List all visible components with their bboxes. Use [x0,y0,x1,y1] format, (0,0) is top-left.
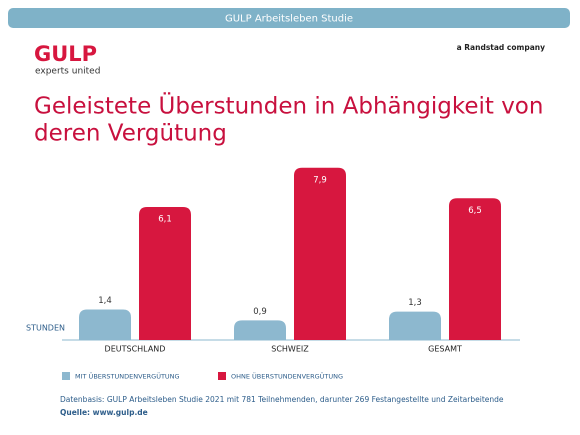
x-tick-label: SCHWEIZ [271,345,309,354]
value-label: 1,3 [408,298,422,308]
value-label: 1,4 [98,296,112,306]
company: a Randstad company [457,43,545,52]
banner [8,8,570,28]
value-label: 6,1 [158,215,172,225]
legend-label: OHNE ÜBERSTUNDENVERGÜTUNG [231,372,343,381]
bar [79,309,131,340]
tagline: experts united [35,67,100,77]
value-label: 0,9 [253,307,267,317]
logo: GULP [34,42,97,66]
source: Quelle: www.gulp.de [60,408,148,417]
x-tick-label: DEUTSCHLAND [105,345,166,354]
y-axis-label: STUNDEN [26,324,65,333]
bar [294,167,346,340]
legend-swatch [62,372,70,380]
banner-text: GULP Arbeitsleben Studie [225,14,353,25]
legend-label: MIT ÜBERSTUNDENVERGÜTUNG [75,372,180,381]
bar [234,320,286,340]
bar [139,207,191,340]
x-tick-label: GESAMT [428,345,462,354]
bar [389,311,441,340]
bar [449,198,501,340]
chart-title: Geleistete Überstunden in Abhängigkeit v… [34,92,543,120]
value-label: 6,5 [468,206,482,216]
value-label: 7,9 [313,175,327,185]
footnote: Datenbasis: GULP Arbeitsleben Studie 202… [60,395,504,404]
chart-title: deren Vergütung [34,121,227,147]
legend-swatch [218,372,226,380]
